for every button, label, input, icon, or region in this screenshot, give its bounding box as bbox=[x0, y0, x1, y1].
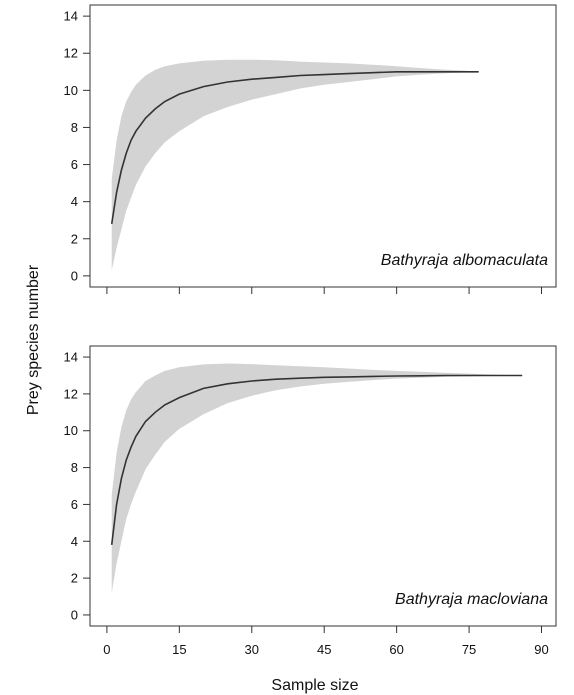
x-tick-label: 75 bbox=[462, 642, 476, 657]
x-tick-label: 60 bbox=[389, 642, 403, 657]
y-tick-label: 8 bbox=[71, 460, 78, 475]
plot-frame bbox=[89, 4, 557, 288]
y-tick-label: 14 bbox=[64, 9, 78, 24]
confidence-band bbox=[111, 59, 479, 271]
y-tick-label: 0 bbox=[71, 268, 78, 283]
x-tick-label: 0 bbox=[103, 642, 110, 657]
y-tick-label: 2 bbox=[71, 231, 78, 246]
plot-frame bbox=[89, 345, 557, 627]
mean-curve bbox=[110, 374, 523, 545]
confidence-band bbox=[111, 363, 523, 593]
y-tick-label: 6 bbox=[71, 157, 78, 172]
y-tick-label: 4 bbox=[71, 194, 78, 209]
panel-macloviana: 0 2 4 6 8 10 12 14 0 15 30 45 60 75 90 Bathyraja maclov… bbox=[64, 345, 557, 694]
x-axis-title: Sample size bbox=[271, 677, 358, 694]
y-axis-title: Prey species number bbox=[25, 264, 42, 415]
x-tick-label: 90 bbox=[534, 642, 548, 657]
species-annotation: Bathyraja macloviana bbox=[395, 591, 548, 608]
x-tick-label: 15 bbox=[172, 642, 186, 657]
y-tick-label: 6 bbox=[71, 497, 78, 512]
x-tick-label: 45 bbox=[317, 642, 331, 657]
y-tick-label: 2 bbox=[71, 571, 78, 586]
y-tick-label: 14 bbox=[64, 350, 78, 365]
y-tick-label: 8 bbox=[71, 120, 78, 135]
y-tick-label: 12 bbox=[64, 386, 78, 401]
panel-albomaculata: 0 2 4 6 8 10 12 14 Bathyraja albomaculata bbox=[64, 4, 557, 294]
y-tick-label: 4 bbox=[71, 534, 78, 549]
y-tick-label: 0 bbox=[71, 607, 78, 622]
y-tick-label: 12 bbox=[64, 46, 78, 61]
mean-curve bbox=[110, 71, 479, 225]
y-tick-label: 10 bbox=[64, 423, 78, 438]
y-tick-label: 10 bbox=[64, 83, 78, 98]
x-tick-label: 30 bbox=[245, 642, 259, 657]
species-annotation: Bathyraja albomaculata bbox=[381, 252, 548, 269]
